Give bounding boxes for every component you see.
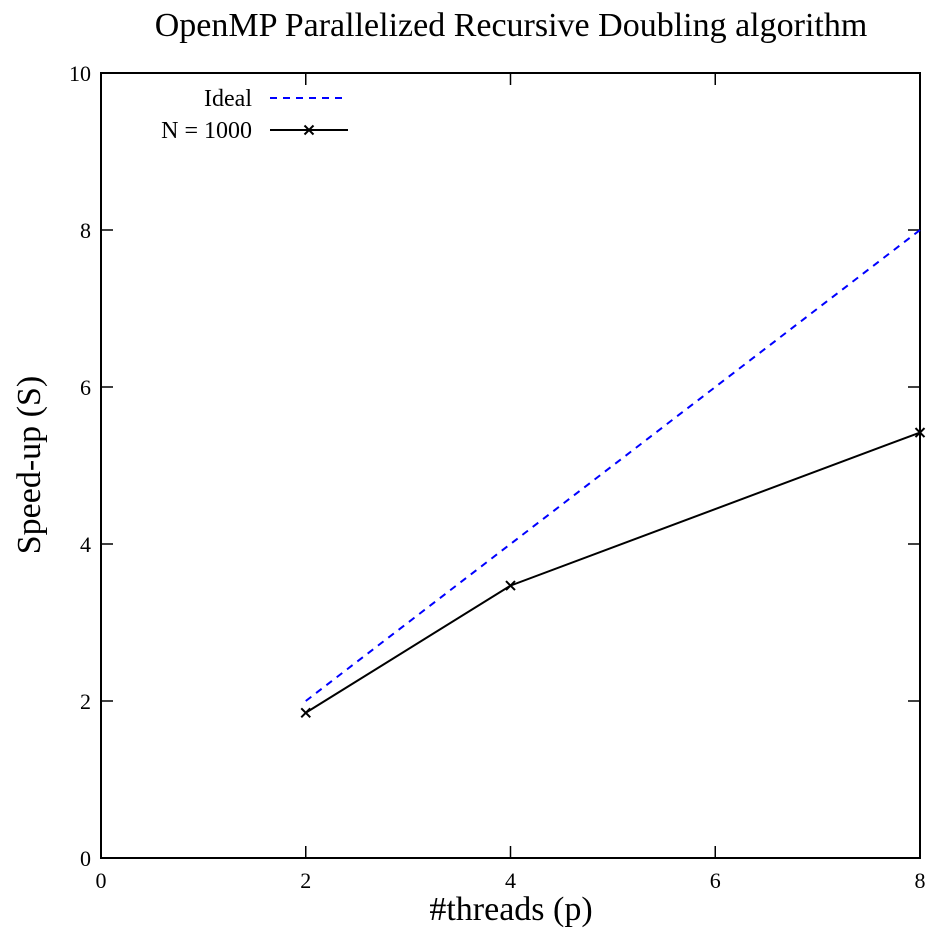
x-tick-label: 6 [710, 868, 721, 893]
y-tick-label: 6 [80, 375, 91, 400]
data-point [300, 707, 311, 718]
data-point [505, 580, 516, 591]
series-line-0 [305, 229, 921, 702]
y-tick-label: 8 [80, 218, 91, 243]
chart-title: OpenMP Parallelized Recursive Doubling a… [155, 7, 868, 44]
x-axis-label: #threads (p) [429, 891, 592, 928]
y-tick-label: 2 [80, 689, 91, 714]
legend: Ideal N = 1000 [161, 86, 348, 144]
series-line-1 [305, 431, 921, 714]
data-point [914, 427, 926, 438]
legend-marker [303, 124, 315, 136]
legend-label: Ideal [204, 86, 252, 112]
legend-label: N = 1000 [161, 118, 252, 144]
y-axis-label: Speed-up (S) [11, 376, 48, 554]
y-tick-label: 10 [69, 61, 91, 86]
x-tick-label: 4 [505, 868, 516, 893]
y-tick-label: 4 [80, 532, 91, 557]
y-tick-label: 0 [80, 846, 91, 871]
x-tick-label: 2 [300, 868, 311, 893]
x-tick-label: 8 [915, 868, 926, 893]
x-tick-label: 0 [96, 868, 107, 893]
plot-frame [100, 72, 921, 859]
x-axis-ticks: 0 2 4 6 8 [96, 73, 926, 893]
y-axis-ticks: 0 2 4 6 8 10 [69, 61, 920, 871]
series-layer [300, 229, 926, 718]
